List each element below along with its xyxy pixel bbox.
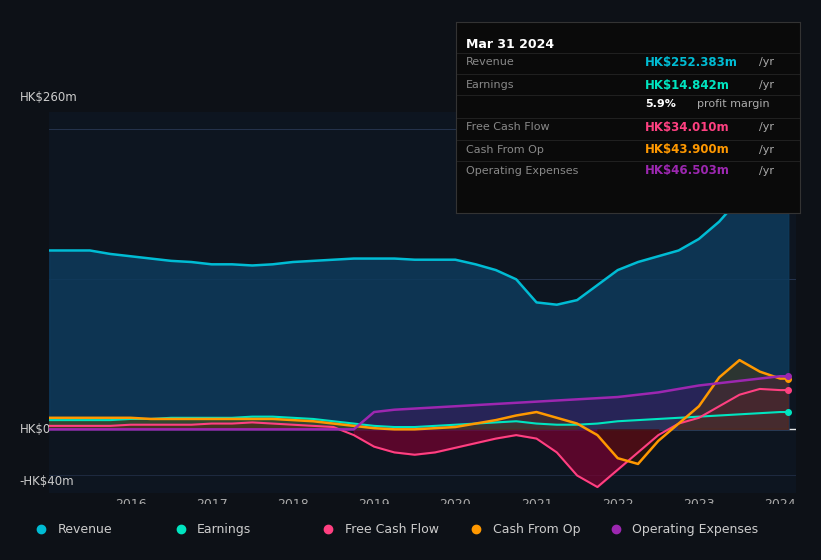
Text: HK$43.900m: HK$43.900m — [645, 143, 730, 156]
Text: /yr: /yr — [759, 145, 774, 155]
Text: HK$260m: HK$260m — [20, 91, 77, 104]
Text: HK$34.010m: HK$34.010m — [645, 120, 730, 134]
Text: Earnings: Earnings — [466, 80, 515, 90]
Text: Earnings: Earnings — [197, 522, 251, 536]
Text: profit margin: profit margin — [697, 99, 769, 109]
Text: Cash From Op: Cash From Op — [466, 145, 544, 155]
Text: Revenue: Revenue — [466, 57, 515, 67]
Text: -HK$40m: -HK$40m — [20, 475, 74, 488]
Text: Free Cash Flow: Free Cash Flow — [466, 122, 549, 132]
Text: Cash From Op: Cash From Op — [493, 522, 580, 536]
Text: HK$14.842m: HK$14.842m — [645, 79, 730, 92]
Text: Mar 31 2024: Mar 31 2024 — [466, 38, 554, 50]
Text: HK$0: HK$0 — [20, 423, 51, 436]
Text: Revenue: Revenue — [57, 522, 112, 536]
Text: /yr: /yr — [759, 80, 774, 90]
Text: /yr: /yr — [759, 122, 774, 132]
Text: /yr: /yr — [759, 166, 774, 176]
Text: /yr: /yr — [759, 57, 774, 67]
Text: HK$46.503m: HK$46.503m — [645, 165, 730, 178]
Text: HK$252.383m: HK$252.383m — [645, 56, 738, 69]
Text: 5.9%: 5.9% — [645, 99, 677, 109]
Text: Operating Expenses: Operating Expenses — [632, 522, 759, 536]
Text: Free Cash Flow: Free Cash Flow — [345, 522, 438, 536]
Text: Operating Expenses: Operating Expenses — [466, 166, 578, 176]
